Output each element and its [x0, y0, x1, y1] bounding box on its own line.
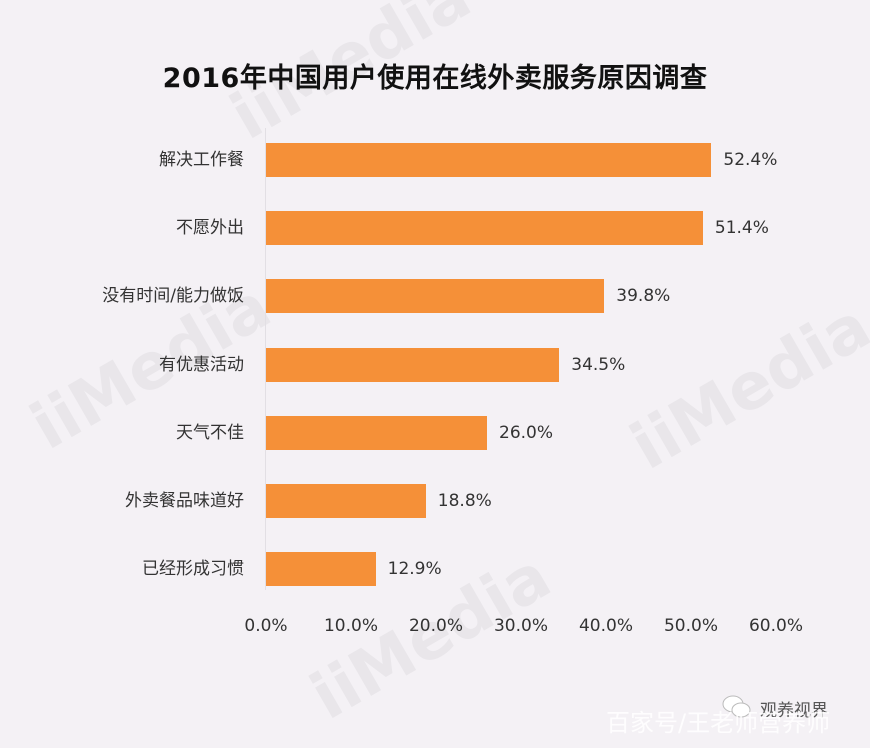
category-label: 没有时间/能力做饭: [102, 286, 244, 307]
bar-row: 解决工作餐 52.4%: [0, 143, 870, 177]
y-axis-line: [265, 128, 266, 590]
category-label: 解决工作餐: [159, 150, 244, 170]
value-label: 34.5%: [571, 354, 626, 375]
x-tick-label: 10.0%: [323, 616, 379, 636]
value-label: 12.9%: [387, 559, 442, 580]
bar-row: 不愿外出 51.4%: [0, 211, 870, 246]
x-tick-label: 60.0%: [748, 616, 804, 636]
bar-row: 外卖餐品味道好 18.8%: [0, 484, 870, 518]
value-label: 52.4%: [723, 150, 778, 170]
bar: [266, 347, 560, 382]
bar: [266, 143, 712, 177]
wechat-icon: [722, 695, 751, 718]
watermark: iiMedia: [619, 289, 870, 485]
x-tick-label: 30.0%: [493, 616, 549, 636]
category-label: 不愿外出: [176, 218, 244, 239]
source-watermark: 百家号/王老师营养师: [606, 709, 831, 737]
bar: [266, 211, 703, 246]
bar: [266, 415, 487, 450]
bar: [266, 484, 426, 518]
value-label: 51.4%: [714, 218, 769, 239]
chart-title: 2016年中国用户使用在线外卖服务原因调查: [162, 63, 708, 94]
category-label: 已经形成习惯: [142, 559, 244, 580]
value-label: 18.8%: [437, 491, 492, 511]
x-tick-label: 40.0%: [578, 616, 634, 636]
x-tick-label: 20.0%: [408, 616, 464, 636]
bar: [266, 552, 376, 587]
bar-row: 已经形成习惯 12.9%: [0, 552, 870, 587]
wechat-account-label: 观养视界: [760, 701, 828, 721]
x-tick-label: 50.0%: [663, 616, 719, 636]
value-label: 26.0%: [499, 422, 554, 443]
x-tick-label: 0.0%: [244, 616, 288, 636]
bar-row: 没有时间/能力做饭 39.8%: [0, 279, 870, 314]
category-label: 天气不佳: [176, 422, 244, 443]
value-label: 39.8%: [616, 286, 671, 307]
bar: [266, 279, 605, 314]
bar-row: 有优惠活动 34.5%: [0, 347, 870, 382]
bar-row: 天气不佳 26.0%: [0, 415, 870, 450]
category-label: 外卖餐品味道好: [125, 491, 244, 511]
category-label: 有优惠活动: [159, 354, 244, 375]
